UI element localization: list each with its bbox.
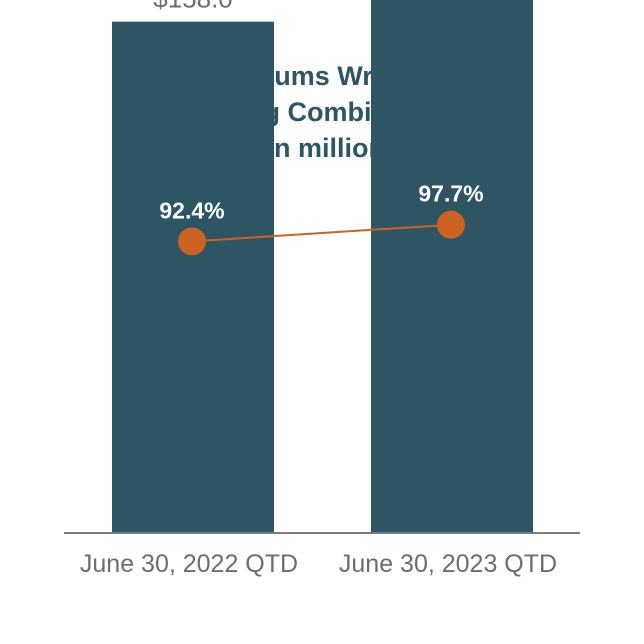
ratio-point-2	[437, 210, 465, 239]
bar-2	[371, 0, 533, 533]
x-tick-label-2: June 30, 2023 QTD	[339, 550, 557, 578]
ratio-value-label-2: 97.7%	[418, 181, 483, 207]
ratio-line	[191, 223, 452, 243]
ratio-point-1	[178, 227, 206, 256]
x-tick-label-1: June 30, 2022 QTD	[80, 550, 298, 578]
bar-1	[112, 21, 274, 532]
ratio-value-label-1: 92.4%	[159, 197, 224, 223]
bar-value-label-1: $158.0	[153, 0, 233, 14]
